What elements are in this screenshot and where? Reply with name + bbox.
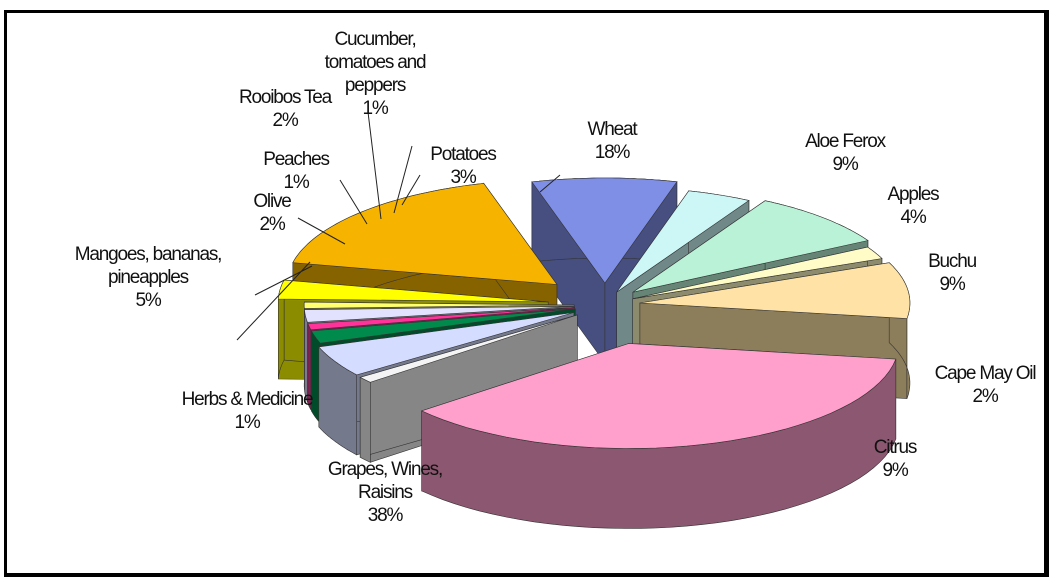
slice-label: Potatoes 3% <box>368 143 558 189</box>
value-label: 18% <box>594 142 631 163</box>
value-label: 3% <box>450 167 476 188</box>
slice <box>531 177 678 284</box>
slice <box>632 200 869 293</box>
value-label: 2% <box>972 386 998 407</box>
leader-line <box>367 111 382 220</box>
category-label: Buchu <box>928 251 977 272</box>
category-label: Citrus <box>873 437 918 458</box>
leader-line <box>297 217 346 245</box>
leader-line <box>254 265 313 296</box>
slice <box>310 308 576 344</box>
value-label: 2% <box>272 110 298 131</box>
category-label: Cape May Oil <box>934 363 1037 384</box>
slice-label: Herbs & Medicine 1% <box>152 388 342 434</box>
slice <box>420 343 897 449</box>
slice-label: Apples 4% <box>818 183 1008 229</box>
slice-label: Rooibos Tea 2% <box>190 86 380 132</box>
slice <box>616 190 750 293</box>
value-label: 38% <box>367 505 404 526</box>
slice-label: Citrus 9% <box>800 436 990 482</box>
slice-label: Buchu 9% <box>857 250 1047 296</box>
slice <box>639 262 911 319</box>
value-label: 1% <box>362 98 388 119</box>
value-label: 4% <box>900 207 926 228</box>
value-label: 9% <box>832 154 858 175</box>
slice <box>307 307 575 331</box>
slice-label: Aloe Ferox 9% <box>750 130 940 176</box>
slice-label: Mangoes, bananas, pineapples 5% <box>48 243 248 312</box>
leader-line <box>236 261 311 341</box>
category-label: Peaches <box>263 149 330 170</box>
category-label: Grapes, Wines, Raisins <box>327 459 443 503</box>
category-label: Potatoes <box>430 144 497 165</box>
slice-label: Olive 2% <box>177 190 367 236</box>
value-label: 1% <box>234 412 260 433</box>
slice-label: Wheat 18% <box>517 118 707 164</box>
slice-label: Cape May Oil 2% <box>890 362 1059 408</box>
leader-line <box>401 174 421 206</box>
value-label: 2% <box>259 214 285 235</box>
slice <box>318 312 574 376</box>
value-label: 1% <box>283 172 309 193</box>
slice-label: Grapes, Wines, Raisins 38% <box>300 458 470 527</box>
category-label: Aloe Ferox <box>805 131 886 152</box>
leader-line <box>539 174 561 193</box>
category-label: Cucumber, tomatoes and peppers <box>324 29 427 96</box>
value-label: 9% <box>882 460 908 481</box>
value-label: 5% <box>135 290 161 311</box>
category-label: Rooibos Tea <box>238 87 332 108</box>
slice <box>632 246 883 300</box>
slice-label: Peaches 1% <box>201 148 391 194</box>
category-label: Wheat <box>587 119 638 140</box>
category-label: Apples <box>887 184 940 205</box>
category-label: Mangoes, bananas, pineapples <box>74 244 223 288</box>
slice-wall <box>359 376 371 463</box>
slice <box>304 306 575 323</box>
category-label: Olive <box>253 191 291 212</box>
value-label: 9% <box>939 274 965 295</box>
chart-border <box>4 10 1049 577</box>
category-label: Herbs & Medicine <box>181 389 314 410</box>
leader-line <box>339 179 368 225</box>
slice <box>359 314 578 383</box>
slice <box>303 301 575 309</box>
leader-line <box>393 145 413 214</box>
slice-label: Cucumber, tomatoes and peppers 1% <box>300 28 450 120</box>
